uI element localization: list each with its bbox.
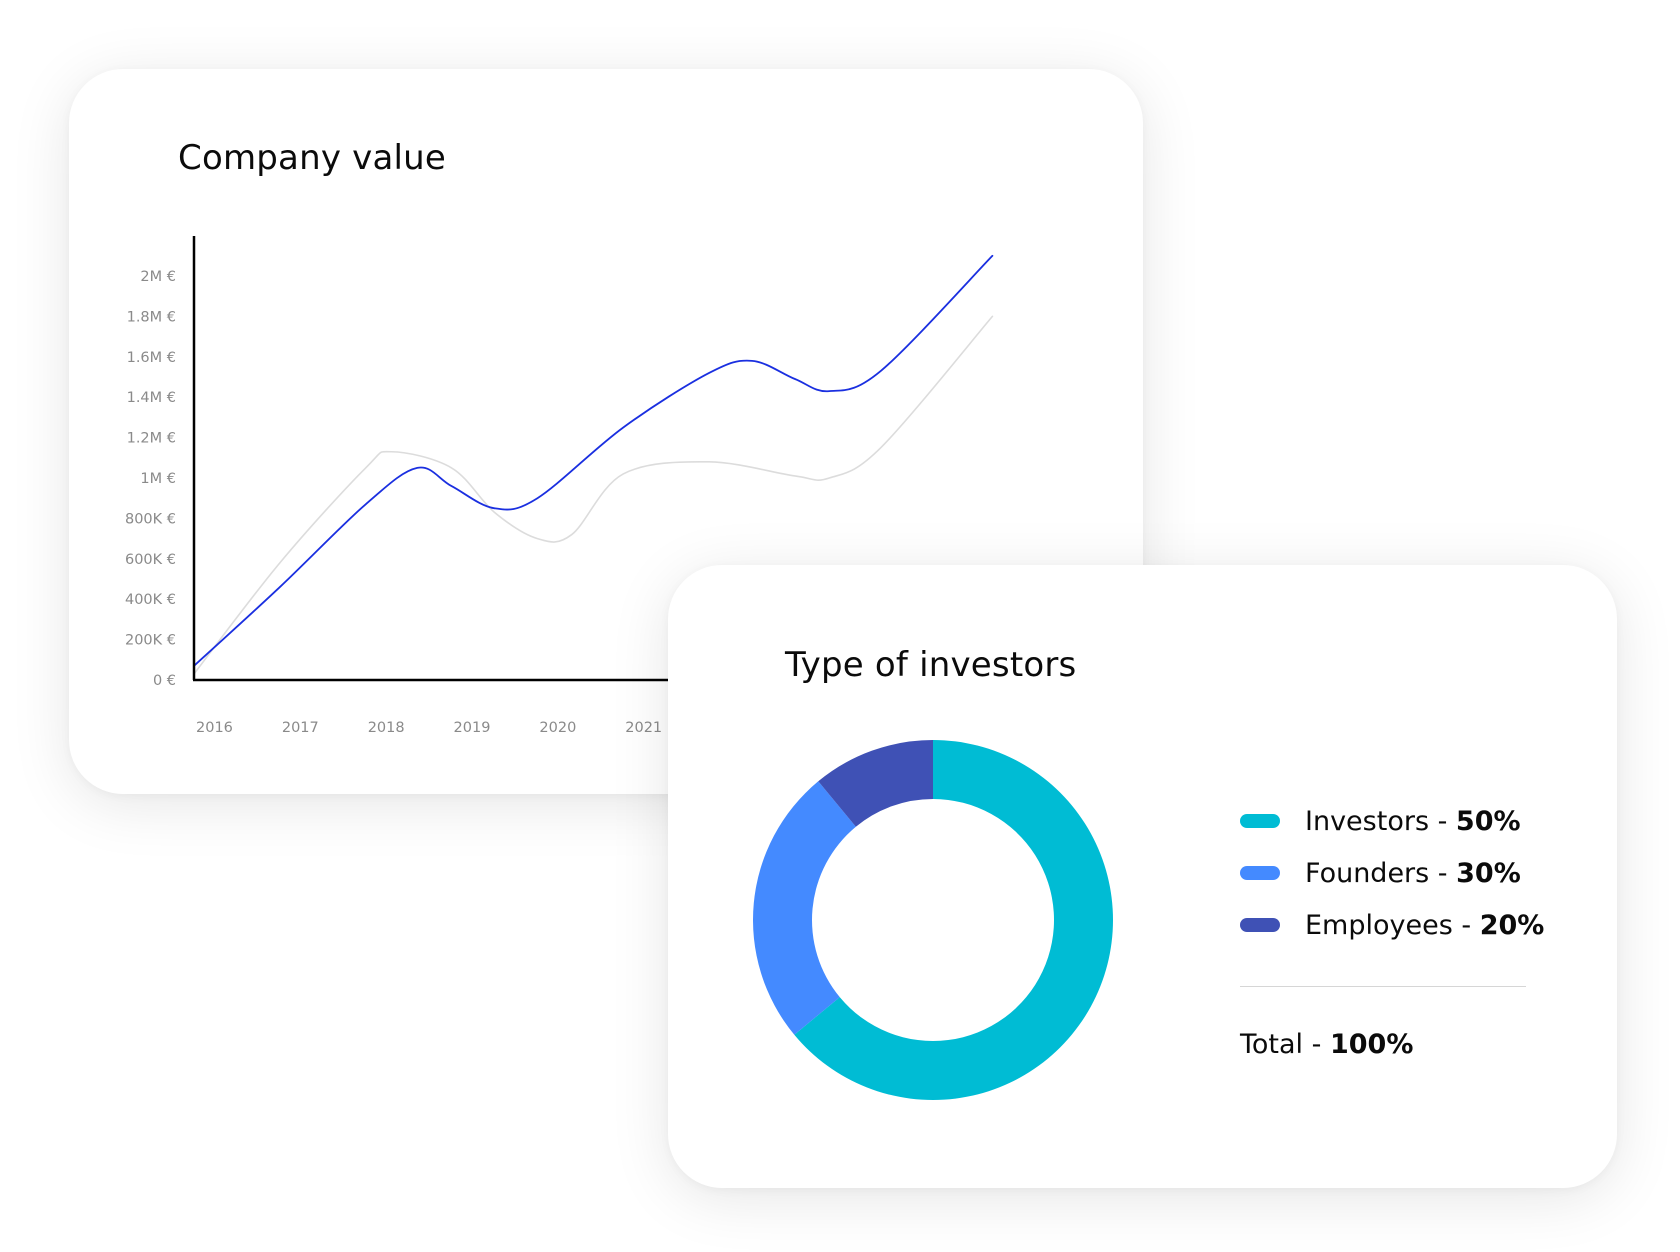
legend-value: 50% [1455, 805, 1521, 837]
donut-slice-employees [818, 740, 933, 827]
legend-category: Founders - [1305, 857, 1457, 889]
y-tick-label: 1.2M € [127, 431, 176, 447]
series-line-secondary [193, 315, 994, 675]
legend-swatch [1240, 918, 1280, 932]
y-tick-label: 1.4M € [127, 390, 176, 406]
y-tick-label: 600K € [125, 552, 176, 568]
legend-total: Total - 100% [1240, 1029, 1570, 1060]
x-tick-label: 2017 [282, 720, 319, 736]
legend-label: Employees - 20% [1305, 910, 1544, 941]
y-tick-label: 400K € [125, 592, 176, 608]
legend-item-investors: Investors - 50% [1240, 795, 1570, 847]
y-tick-label: 2M € [140, 269, 176, 285]
x-tick-label: 2020 [539, 720, 576, 736]
x-tick-label: 2019 [454, 720, 491, 736]
legend-divider [1240, 986, 1526, 987]
legend-category: Employees - [1305, 909, 1480, 941]
y-tick-label: 200K € [125, 633, 176, 649]
total-label: Total - [1240, 1029, 1330, 1060]
legend-swatch [1240, 866, 1280, 880]
y-tick-label: 1.8M € [127, 309, 176, 325]
legend-value: 30% [1456, 857, 1521, 889]
donut-slice-founders [753, 781, 856, 1035]
legend-swatch [1240, 814, 1280, 828]
legend-label: Founders - 30% [1305, 858, 1521, 889]
investors-title: Type of investors [785, 645, 1077, 685]
legend-label: Investors - 50% [1305, 806, 1521, 837]
legend-item-employees: Employees - 20% [1240, 899, 1570, 951]
company-value-title: Company value [178, 138, 447, 178]
y-tick-label: 1M € [140, 471, 176, 487]
investors-legend: Investors - 50% Founders - 30% Employees -… [1240, 795, 1570, 1060]
legend-category: Investors - [1305, 805, 1456, 837]
series-line-primary [193, 254, 994, 667]
y-tick-label: 0 € [153, 673, 176, 689]
investors-donut-chart [753, 740, 1113, 1100]
x-tick-label: 2021 [625, 720, 662, 736]
investors-card: Type of investors Investors - 50% Founder… [668, 565, 1617, 1188]
legend-item-founders: Founders - 30% [1240, 847, 1570, 899]
y-tick-label: 800K € [125, 511, 176, 527]
total-value: 100% [1329, 1029, 1414, 1060]
donut-slice-investors [794, 740, 1113, 1100]
company-value-card: Company value 0 € 200K € 400K € 600K € 800K … [69, 69, 1143, 794]
legend-value: 20% [1479, 909, 1545, 941]
x-tick-label: 2018 [368, 720, 405, 736]
y-tick-label: 1.6M € [127, 350, 176, 366]
x-tick-label: 2016 [196, 720, 233, 736]
